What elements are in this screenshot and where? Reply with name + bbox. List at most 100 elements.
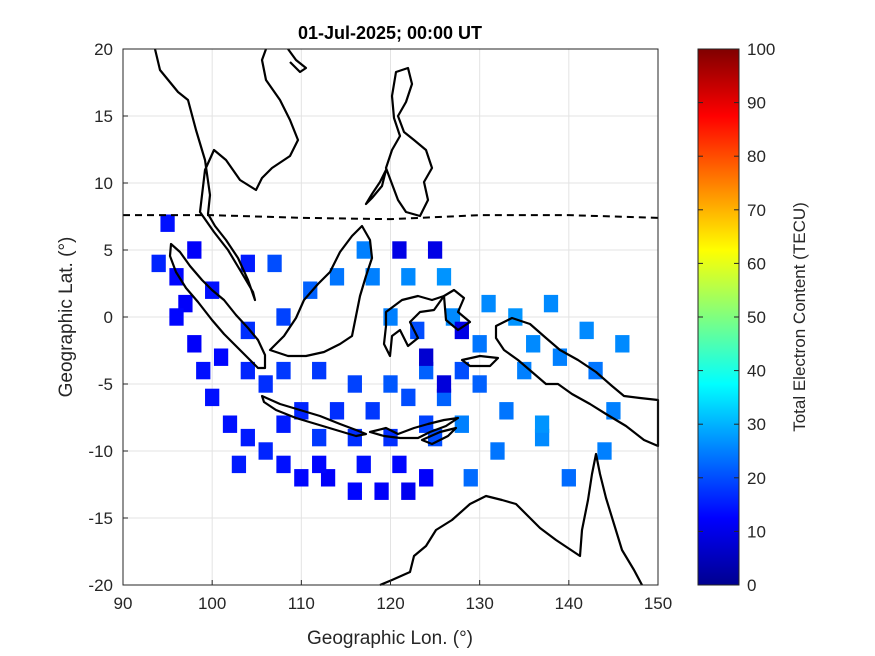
coastline-australia (379, 452, 643, 587)
tec-cell (312, 361, 327, 380)
y-tick-label: 5 (104, 241, 113, 260)
tec-cell (258, 375, 273, 393)
tec-cell (436, 268, 452, 286)
colorbar-tick-label: 30 (747, 415, 766, 434)
tec-cell (151, 254, 166, 273)
tec-cell (472, 375, 487, 393)
colorbar-tick-label: 80 (747, 147, 766, 166)
tec-cell (606, 402, 621, 420)
tec-cell (383, 375, 398, 393)
tec-cell (276, 308, 291, 326)
tec-cell (534, 415, 550, 433)
tec-cell (231, 455, 247, 474)
tec-cell (392, 455, 407, 474)
coastline-seram (460, 354, 500, 368)
tec-cell (187, 241, 202, 259)
colorbar-tick-label: 60 (747, 254, 766, 273)
tec-cell (347, 428, 362, 447)
tec-cell (329, 402, 345, 420)
colorbar-tick-label: 70 (747, 201, 766, 220)
y-tick-label: 20 (94, 40, 113, 59)
coastline-north (287, 48, 308, 74)
y-tick-label: -20 (88, 576, 113, 595)
tec-cell (347, 482, 362, 500)
tec-cell (356, 241, 371, 259)
coastline-maluku (442, 288, 472, 332)
tec-cell (517, 361, 532, 380)
x-tick-label: 110 (288, 594, 315, 613)
tec-cell (276, 361, 291, 380)
y-tick-label: 10 (94, 174, 113, 193)
tec-cell (615, 335, 630, 353)
colorbar-gradient (697, 48, 740, 586)
coastline-sulawesi (382, 294, 446, 358)
magnetic-equator-line (123, 214, 659, 221)
tec-cell (534, 428, 550, 447)
coastlines (153, 48, 660, 587)
coastline-borneo (268, 224, 374, 358)
tec-cell (392, 241, 407, 259)
tec-cell (320, 469, 336, 487)
tec-cell (543, 294, 559, 313)
coastline-new-guinea (494, 316, 660, 448)
y-tick-label: 15 (94, 107, 113, 126)
coastline-timor (420, 426, 458, 446)
tec-cell (365, 402, 380, 420)
tec-cell (427, 241, 443, 259)
tec-cell (401, 388, 416, 407)
colorbar-tick-label: 10 (747, 522, 766, 541)
tec-cell (160, 214, 175, 232)
coastline-philippines (384, 66, 434, 218)
tec-cell (240, 361, 255, 380)
tec-cell (374, 482, 389, 500)
x-tick-label: 120 (376, 594, 404, 613)
tec-cell (499, 402, 514, 420)
x-tick-label: 150 (644, 594, 672, 613)
tec-cells (151, 214, 630, 500)
coastline-sunda-islands (368, 416, 460, 440)
tec-cell (169, 308, 184, 326)
x-tick-label: 140 (555, 594, 583, 613)
tec-cell (490, 442, 505, 460)
tec-cell (267, 254, 282, 273)
tec-cell (240, 321, 255, 340)
tec-cell (240, 254, 255, 273)
colorbar-tick-label: 20 (747, 469, 766, 488)
colorbar-tick-label: 90 (747, 94, 766, 113)
tec-cell (312, 455, 327, 474)
coastline-sumatra (168, 242, 267, 370)
tec-cell (356, 455, 371, 474)
x-tick-label: 130 (465, 594, 493, 613)
tec-cell (169, 268, 184, 286)
tec-cell (472, 335, 487, 353)
tec-cell (410, 321, 425, 340)
tec-cell (196, 361, 211, 380)
colorbar-tick-label: 0 (747, 576, 756, 595)
tec-cell (436, 375, 452, 393)
colorbar-tick-label: 50 (747, 308, 766, 327)
tec-cell (508, 308, 523, 326)
colorbar-label: Total Electron Content (TECU) (790, 202, 809, 432)
tec-cell (187, 335, 202, 353)
x-axis-label: Geographic Lon. (°) (307, 628, 473, 649)
tec-cell (276, 415, 291, 433)
colorbar-tick-label: 40 (747, 362, 766, 381)
x-tick-label: 100 (198, 594, 226, 613)
tec-cell (597, 442, 612, 460)
colorbar-tick-label: 100 (747, 40, 775, 59)
tec-cell (445, 308, 461, 326)
tec-cell (436, 388, 452, 407)
tec-cell (454, 361, 469, 380)
y-axis-label: Geographic Lat. (°) (56, 237, 77, 398)
tec-cell (205, 388, 220, 407)
x-tick-label: 90 (114, 594, 133, 613)
tec-cell (526, 335, 541, 353)
coastline-mainland (153, 48, 300, 302)
y-tick-label: 0 (104, 308, 113, 327)
tec-cell (401, 268, 416, 286)
y-tick-label: -5 (98, 375, 113, 394)
tec-cell (481, 294, 496, 313)
